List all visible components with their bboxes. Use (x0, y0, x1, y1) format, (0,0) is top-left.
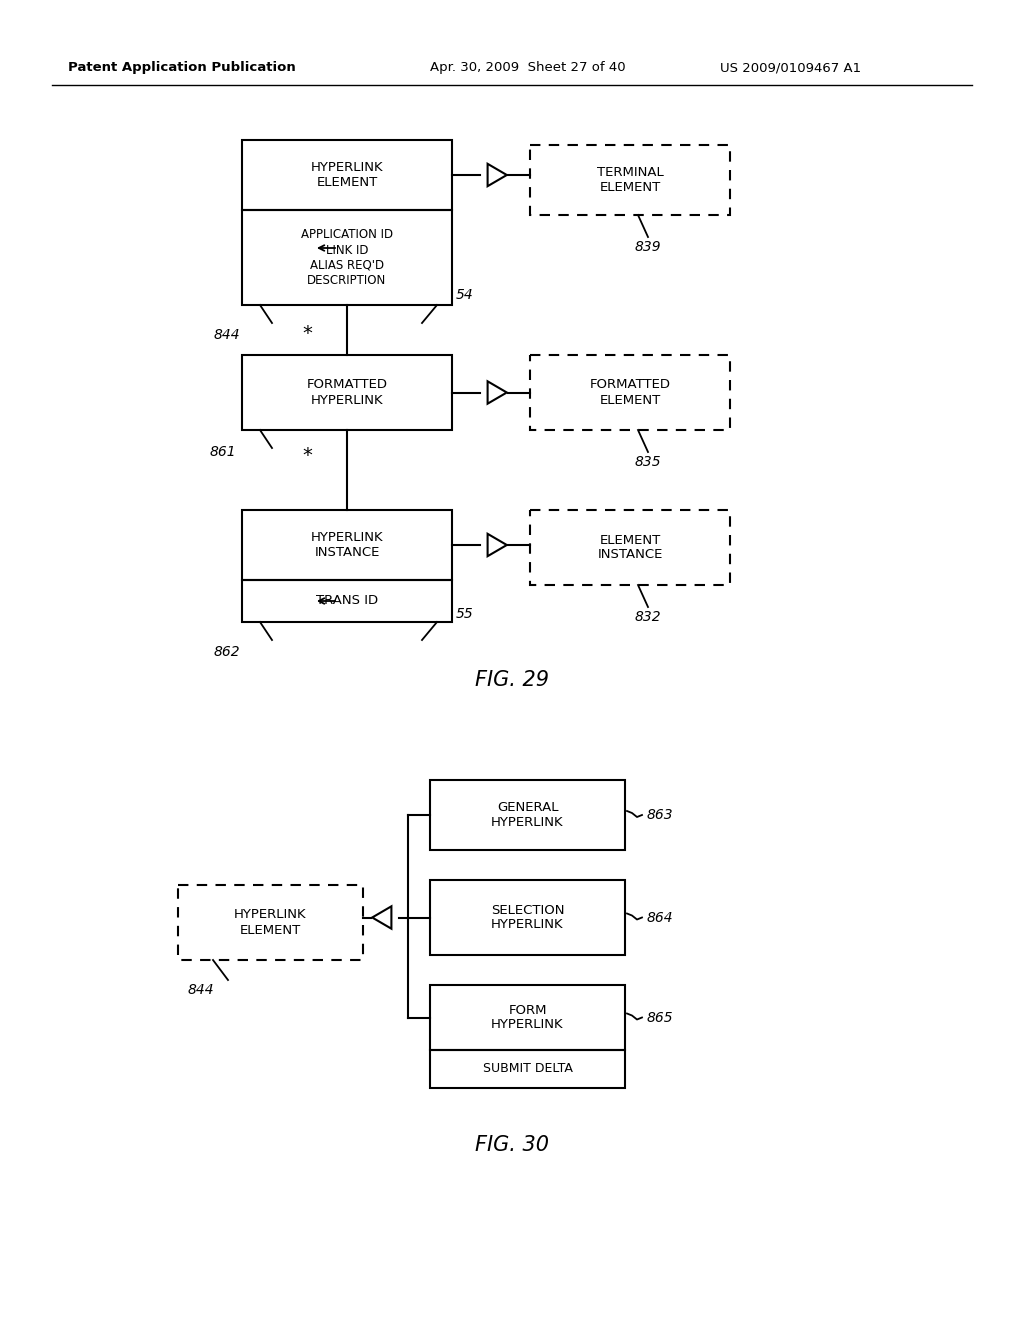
Text: GENERAL
HYPERLINK: GENERAL HYPERLINK (492, 801, 564, 829)
Text: FIG. 30: FIG. 30 (475, 1135, 549, 1155)
Text: 839: 839 (635, 240, 662, 253)
Bar (430, 880, 625, 954)
Text: TERMINAL
ELEMENT: TERMINAL ELEMENT (597, 166, 664, 194)
Text: 864: 864 (647, 911, 674, 924)
Bar (242, 355, 452, 430)
Text: SELECTION
HYPERLINK: SELECTION HYPERLINK (490, 903, 564, 932)
Text: 54: 54 (456, 288, 474, 302)
Bar (430, 985, 625, 1049)
Text: 863: 863 (647, 808, 674, 822)
Text: *: * (302, 446, 312, 466)
Bar (530, 510, 730, 585)
Text: 844: 844 (214, 327, 241, 342)
Text: 865: 865 (647, 1011, 674, 1024)
Text: *: * (302, 323, 312, 342)
Text: SUBMIT DELTA: SUBMIT DELTA (482, 1063, 572, 1076)
Text: FORMATTED
HYPERLINK: FORMATTED HYPERLINK (306, 379, 387, 407)
Text: 862: 862 (214, 645, 241, 659)
Bar (178, 884, 362, 960)
Bar (242, 579, 452, 622)
Bar (430, 780, 625, 850)
Bar (242, 140, 452, 210)
Polygon shape (487, 164, 507, 186)
Text: FORMATTED
ELEMENT: FORMATTED ELEMENT (590, 379, 671, 407)
Text: HYPERLINK
INSTANCE: HYPERLINK INSTANCE (310, 531, 383, 558)
Bar (530, 145, 730, 215)
Text: HYPERLINK
ELEMENT: HYPERLINK ELEMENT (234, 908, 307, 936)
Text: 55: 55 (456, 607, 474, 620)
Bar (530, 355, 730, 430)
Text: TRANS ID: TRANS ID (316, 594, 378, 607)
Polygon shape (372, 907, 391, 929)
Text: Patent Application Publication: Patent Application Publication (68, 62, 296, 74)
Text: APPLICATION ID
LINK ID
ALIAS REQ'D
DESCRIPTION: APPLICATION ID LINK ID ALIAS REQ'D DESCR… (301, 228, 393, 286)
Text: FORM
HYPERLINK: FORM HYPERLINK (492, 1003, 564, 1031)
Text: Apr. 30, 2009  Sheet 27 of 40: Apr. 30, 2009 Sheet 27 of 40 (430, 62, 626, 74)
Text: 844: 844 (188, 983, 215, 997)
Bar (242, 210, 452, 305)
Text: US 2009/0109467 A1: US 2009/0109467 A1 (720, 62, 861, 74)
Text: ELEMENT
INSTANCE: ELEMENT INSTANCE (597, 533, 663, 561)
Text: FIG. 29: FIG. 29 (475, 671, 549, 690)
Text: 861: 861 (210, 445, 237, 459)
Text: 832: 832 (635, 610, 662, 624)
Bar (242, 510, 452, 579)
Polygon shape (487, 381, 507, 404)
Text: 835: 835 (635, 455, 662, 469)
Polygon shape (487, 533, 507, 556)
Text: HYPERLINK
ELEMENT: HYPERLINK ELEMENT (310, 161, 383, 189)
Bar (430, 1049, 625, 1088)
